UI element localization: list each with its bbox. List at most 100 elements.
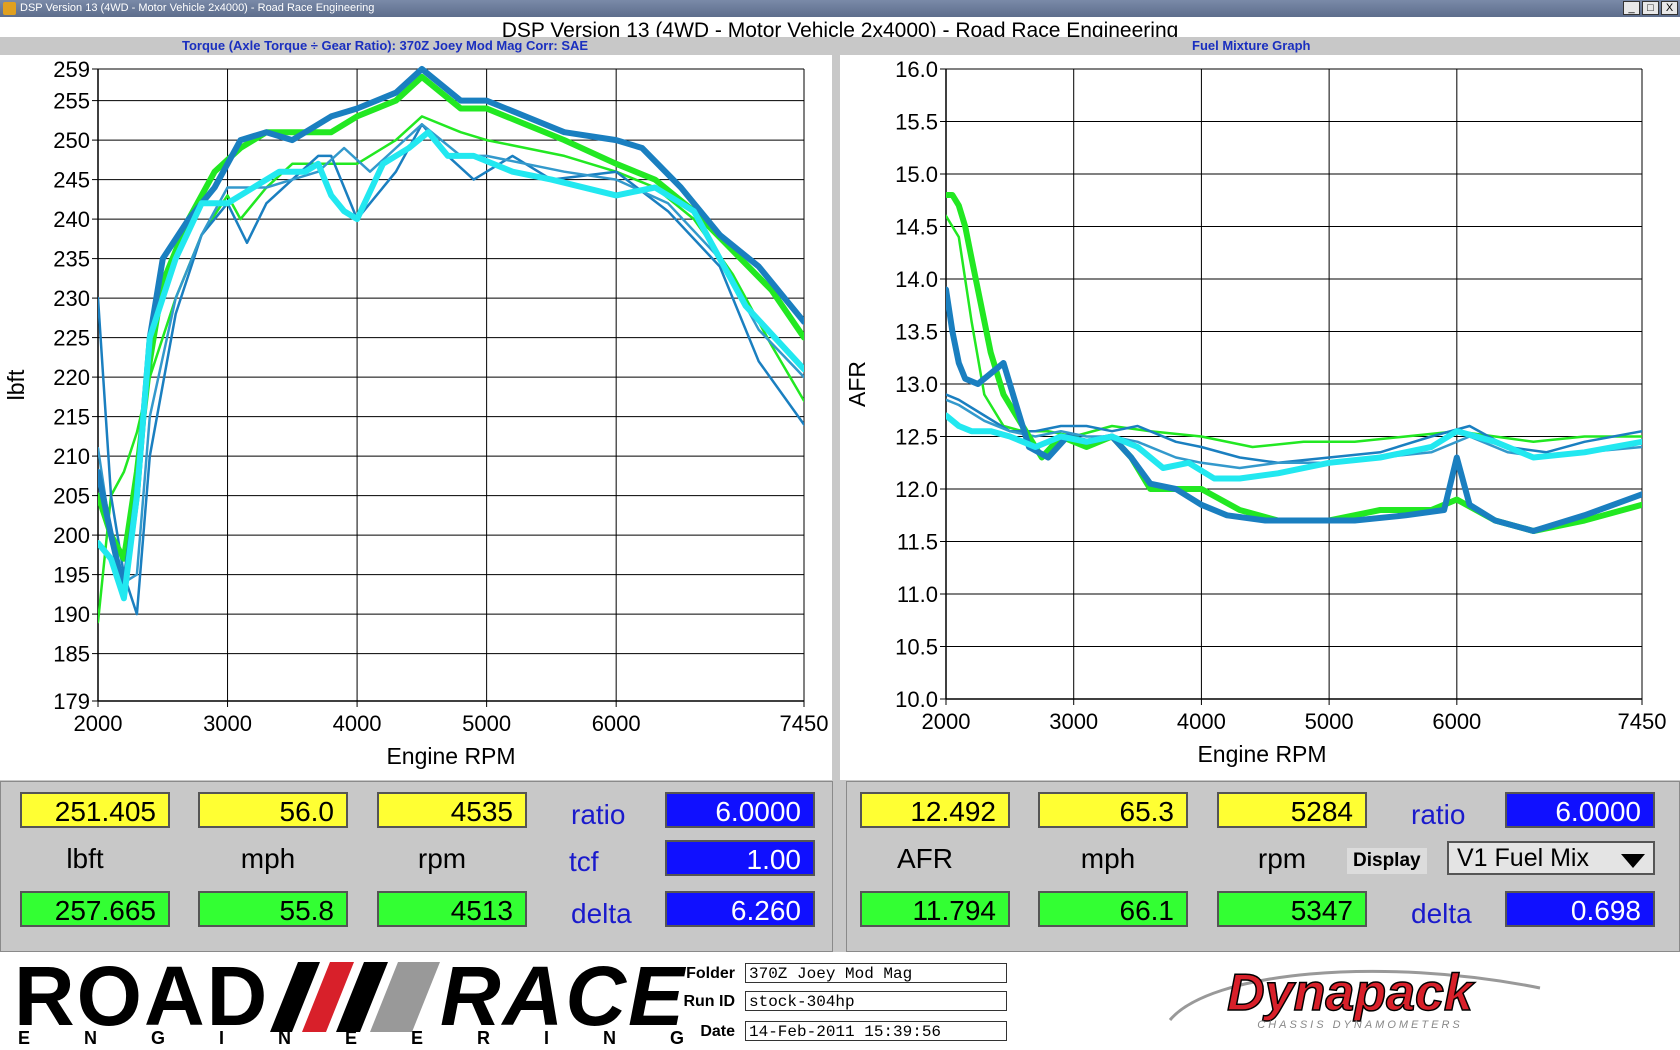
rpm-unit-label-afr: rpm (1257, 843, 1307, 874)
series-line-4 (946, 398, 1642, 470)
y-tick-label: 179 (53, 689, 90, 714)
close-button[interactable]: X (1661, 1, 1678, 15)
display-select[interactable]: V1 Fuel Mix (1447, 841, 1655, 875)
ratio-value[interactable]: 6.0000 (665, 792, 815, 828)
y-tick-label: 11.0 (897, 582, 938, 607)
cursor1-torque-value: 251.405 (20, 792, 170, 828)
ratio-value-afr[interactable]: 6.0000 (1505, 792, 1655, 828)
y-tick-label: 230 (53, 286, 90, 311)
date-label: Date (700, 1023, 735, 1040)
logo-subtext: ENGINEERING (18, 1028, 739, 1048)
x-tick-label: 3000 (203, 711, 252, 736)
cursor1-afr-value: 12.492 (860, 792, 1010, 828)
runid-label: Run ID (683, 993, 735, 1010)
chevron-down-icon[interactable] (1621, 854, 1645, 868)
cursor1-mph-value-afr: 65.3 (1038, 792, 1188, 828)
y-tick-label: 13.5 (895, 320, 938, 345)
y-tick-label: 14.5 (895, 215, 938, 240)
x-tick-label: 3000 (1049, 709, 1098, 734)
afr-chart-panel: 16.0 15.5 15.0 14.5 14.0 13.5 13.0 12.5 12.0 11.5… (840, 55, 1680, 780)
series-line-4 (98, 123, 804, 584)
y-tick-label: 195 (53, 563, 90, 588)
delta-value-afr: 0.698 (1505, 891, 1655, 927)
y-tick-label: 240 (53, 207, 90, 232)
cursor1-mph-value: 56.0 (198, 792, 348, 828)
series-line-2 (946, 286, 1642, 534)
y-tick-label: 200 (53, 523, 90, 548)
display-button[interactable]: Display (1347, 848, 1427, 874)
display-select-value: V1 Fuel Mix (1457, 844, 1589, 872)
y-tick-label: 205 (53, 484, 90, 509)
x-tick-label: 4000 (1177, 709, 1226, 734)
minimize-button[interactable]: _ (1623, 1, 1640, 15)
afr-chart: 16.0 15.5 15.0 14.5 14.0 13.5 13.0 12.5 12.0 11.5… (844, 57, 1667, 767)
series-line-5 (946, 412, 1642, 482)
y-axis-label: AFR (844, 361, 870, 407)
report-title: DSP Version 13 (4WD - Motor Vehicle 2x40… (501, 19, 1179, 42)
report-footer: ROAD RACE ENGINEERING Folder 370Z Joey M… (0, 952, 1680, 1050)
cursor2-rpm-value-afr: 5347 (1217, 891, 1367, 927)
y-tick-label: 12.5 (895, 425, 938, 450)
x-tick-label: 2000 (922, 709, 971, 734)
y-tick-label: 255 (53, 89, 90, 114)
series-line-5 (98, 129, 804, 602)
x-tick-label: 6000 (592, 711, 641, 736)
afr-unit-label: AFR (897, 843, 953, 874)
y-tick-label: 225 (53, 326, 90, 351)
cursor2-afr-value: 11.794 (860, 891, 1010, 927)
y-axis-label: lbft (3, 369, 29, 400)
y-tick-label: 259 (53, 57, 90, 82)
dynapack-logo: Dynapack CHASSIS DYNAMOMETERS (1168, 963, 1541, 1031)
cursor1-rpm-value: 4535 (377, 792, 527, 828)
y-tick-label: 15.5 (895, 110, 938, 135)
cursor2-mph-value-afr: 66.1 (1038, 891, 1188, 927)
logo-word-left: ROAD (14, 949, 270, 1043)
ratio-label-afr: ratio (1411, 799, 1466, 830)
logo-word-right: RACE (440, 949, 687, 1043)
y-tick-label: 235 (53, 247, 90, 272)
afr-chart-title: Fuel Mixture Graph (1192, 38, 1311, 53)
torque-readout-panel: 251.405 56.0 4535 lbft mph rpm 257.665 5… (0, 781, 833, 952)
chart-subtitles: Torque (Axle Torque ÷ Gear Ratio): 370Z … (0, 37, 1680, 55)
cursor1-rpm-value-afr: 5284 (1217, 792, 1367, 828)
tcf-value[interactable]: 1.00 (665, 840, 815, 876)
y-tick-label: 16.0 (895, 57, 938, 82)
x-axis-label: Engine RPM (1197, 741, 1326, 767)
folder-field: 370Z Joey Mod Mag (745, 963, 1007, 983)
y-tick-label: 220 (53, 365, 90, 390)
mph-unit-label-afr: mph (1080, 843, 1136, 874)
x-tick-label: 5000 (462, 711, 511, 736)
app-icon (3, 2, 16, 15)
x-axis-label: Engine RPM (386, 743, 515, 769)
brand-subtitle: CHASSIS DYNAMOMETERS (1257, 1019, 1462, 1031)
window-titlebar: DSP Version 13 (4WD - Motor Vehicle 2x40… (0, 0, 1680, 17)
torque-chart-title: Torque (Axle Torque ÷ Gear Ratio): 370Z … (182, 38, 589, 53)
cursor2-rpm-value: 4513 (377, 891, 527, 927)
x-tick-label: 5000 (1305, 709, 1354, 734)
y-tick-label: 210 (53, 444, 90, 469)
x-tick-label: 4000 (333, 711, 382, 736)
window-title: DSP Version 13 (4WD - Motor Vehicle 2x40… (20, 2, 375, 14)
x-tick-label: 2000 (74, 711, 123, 736)
logo-slashes-icon (270, 962, 440, 1032)
x-tick-label: 6000 (1432, 709, 1481, 734)
tcf-label: tcf (569, 846, 599, 877)
x-tick-label: 7450 (1618, 709, 1667, 734)
delta-value: 6.260 (665, 891, 815, 927)
y-tick-label: 14.0 (895, 267, 938, 292)
cursor2-torque-value: 257.665 (20, 891, 170, 927)
maximize-button[interactable]: □ (1642, 1, 1659, 15)
y-tick-label: 13.0 (895, 372, 938, 397)
rpm-unit-label: rpm (417, 843, 467, 874)
torque-unit-label: lbft (66, 843, 104, 874)
torque-chart-panel: 259 255 250 245 240 235 230 225 220 215 210 205 200 1… (0, 55, 832, 780)
afr-readout-panel: 12.492 65.3 5284 AFR mph rpm 11.794 66.1… (846, 781, 1680, 952)
torque-chart: 259 255 250 245 240 235 230 225 220 215 210 205 200 1… (3, 57, 828, 769)
y-tick-label: 10.0 (895, 687, 938, 712)
y-tick-label: 15.0 (895, 162, 938, 187)
ratio-label: ratio (571, 799, 626, 830)
series-group (98, 66, 804, 624)
y-tick-label: 185 (53, 642, 90, 667)
y-tick-label: 11.5 (897, 530, 938, 555)
window-controls: _ □ X (1623, 1, 1678, 15)
